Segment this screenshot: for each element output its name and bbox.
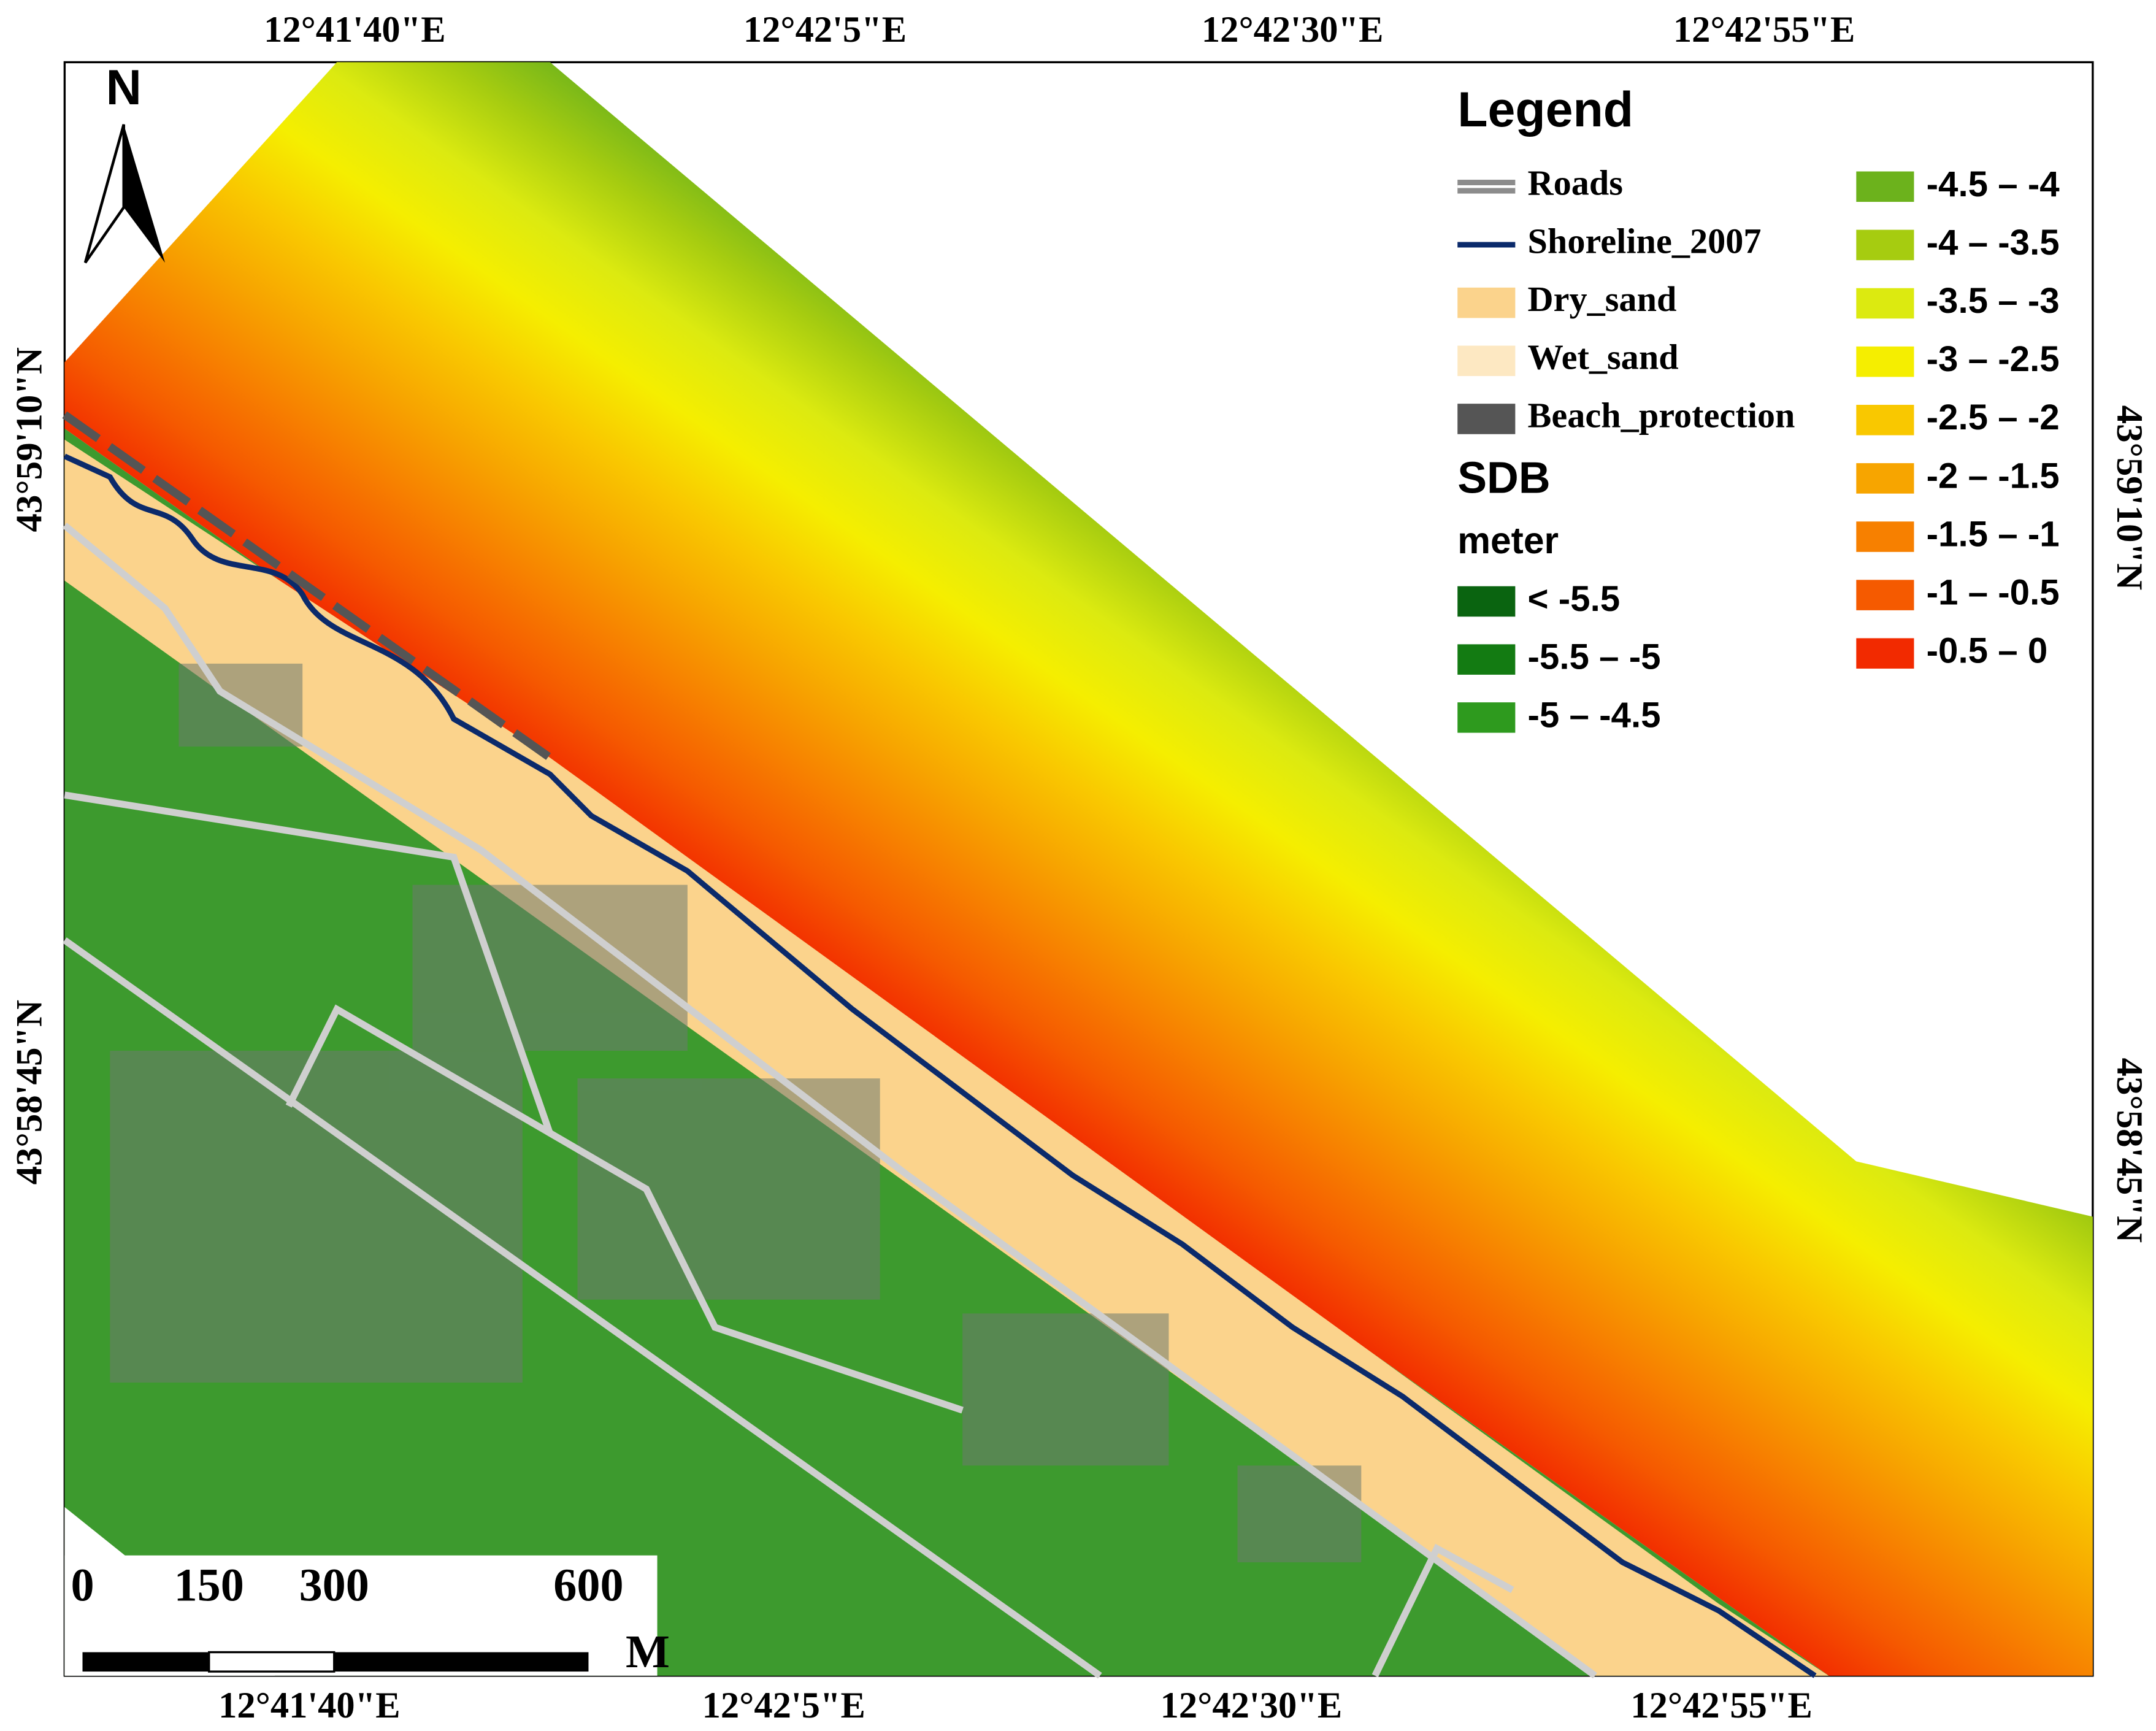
beach-protection <box>62 411 553 761</box>
legend-swatch <box>1856 229 1914 261</box>
scale-label: 0 <box>71 1559 94 1611</box>
top-coord-label: 12°42'55"E <box>1673 9 1855 50</box>
right-coord-label: 43°59'10"N <box>2109 405 2150 591</box>
legend-title: Legend <box>1457 82 1633 137</box>
legend-swatch <box>1856 463 1914 494</box>
legend-swatch <box>1457 702 1516 733</box>
scale-segment <box>334 1652 589 1672</box>
legend-label: Dry_sand <box>1528 279 1677 319</box>
scale-label: 600 <box>553 1559 623 1611</box>
legend-swatch <box>1856 521 1914 552</box>
legend-label: < -5.5 <box>1528 579 1621 619</box>
legend-symbol <box>1457 287 1516 318</box>
legend-label: Shoreline_2007 <box>1528 221 1762 261</box>
buildings <box>110 663 1362 1563</box>
legend-swatch <box>1457 586 1516 617</box>
right-coord-label: 43°58'45"N <box>2109 1058 2150 1243</box>
north-arrow <box>123 124 166 263</box>
legend-label: Roads <box>1528 163 1623 203</box>
bottom-coord-label: 12°42'30"E <box>1160 1685 1343 1726</box>
sdb-title: SDB <box>1457 453 1550 502</box>
left-coord-label: 43°59'10"N <box>9 347 50 532</box>
legend-symbol <box>1457 345 1516 377</box>
legend-label: -1.5 – -1 <box>1927 514 2060 554</box>
legend-label: Beach_protection <box>1528 395 1795 435</box>
legend-label: -3 – -2.5 <box>1927 339 2060 379</box>
water-depth <box>64 62 2093 1676</box>
legend-swatch <box>1856 404 1914 436</box>
sdb-unit: meter <box>1457 520 1559 561</box>
legend-label: Wet_sand <box>1528 337 1679 377</box>
scale-unit: M <box>626 1625 670 1678</box>
scale-label: 150 <box>174 1559 244 1611</box>
roads <box>62 523 1597 1679</box>
legend-label: -4 – -3.5 <box>1927 223 2060 263</box>
legend-label: -0.5 – 0 <box>1927 631 2048 671</box>
legend-label: -5.5 – -5 <box>1528 637 1661 677</box>
scale-segment <box>82 1652 209 1672</box>
legend-label: -2 – -1.5 <box>1927 456 2060 496</box>
legend-label: -5 – -4.5 <box>1528 695 1661 735</box>
legend-label: -1 – -0.5 <box>1927 572 2060 612</box>
bottom-coord-label: 12°41'40"E <box>218 1685 401 1726</box>
top-coord-label: 12°41'40"E <box>264 9 446 50</box>
legend-label: -4.5 – -4 <box>1927 164 2060 204</box>
legend-swatch <box>1856 638 1914 669</box>
legend-swatch <box>1856 288 1914 319</box>
scale-segment <box>208 1651 336 1673</box>
shoreline <box>63 453 1817 1678</box>
left-coord-label: 43°58'45"N <box>9 1000 50 1185</box>
legend-swatch <box>1856 171 1914 202</box>
legend-swatch <box>1457 644 1516 675</box>
north-label: N <box>106 60 142 115</box>
legend-swatch <box>1856 580 1914 610</box>
top-coord-label: 12°42'30"E <box>1202 9 1384 50</box>
top-coord-label: 12°42'5"E <box>743 9 907 50</box>
legend-label: -3.5 – -3 <box>1927 281 2060 321</box>
bottom-coord-label: 12°42'55"E <box>1630 1685 1813 1726</box>
bottom-coord-label: 12°42'5"E <box>702 1685 865 1726</box>
legend-label: -2.5 – -2 <box>1927 397 2060 437</box>
legend-swatch <box>1856 346 1914 377</box>
legend-symbol <box>1457 404 1516 434</box>
scale-label: 300 <box>299 1559 369 1611</box>
